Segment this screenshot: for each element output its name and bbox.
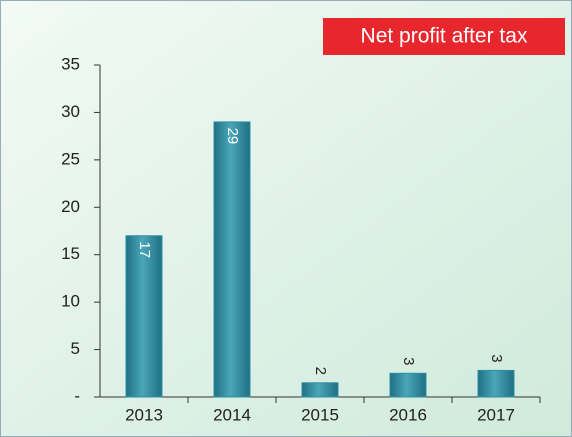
chart-title: Net profit after tax [361, 25, 528, 48]
y-tick-label: 5 [71, 339, 80, 358]
y-tick-label: 10 [61, 292, 80, 311]
x-tick-label: 2016 [389, 405, 427, 424]
x-tick-label: 2014 [213, 405, 251, 424]
value-label: 2 [312, 367, 329, 375]
y-tick-label: 35 [61, 54, 80, 73]
y-tick-label: 25 [61, 149, 80, 168]
y-tick-label: - [74, 386, 80, 405]
bar [389, 372, 427, 398]
value-label: 29 [224, 128, 241, 145]
x-tick-label: 2015 [301, 405, 339, 424]
value-label: 3 [488, 354, 505, 362]
value-label: 3 [400, 357, 417, 365]
bar [477, 369, 515, 398]
y-tick-label: 30 [61, 102, 80, 121]
bar [125, 235, 163, 398]
bar [213, 121, 251, 398]
y-tick-label: 15 [61, 244, 80, 263]
x-tick-label: 2013 [125, 405, 163, 424]
x-tick-label: 2017 [477, 405, 515, 424]
bar [301, 382, 339, 398]
title-box [323, 18, 565, 55]
value-label: 17 [136, 241, 153, 258]
y-tick-label: 20 [61, 197, 80, 216]
